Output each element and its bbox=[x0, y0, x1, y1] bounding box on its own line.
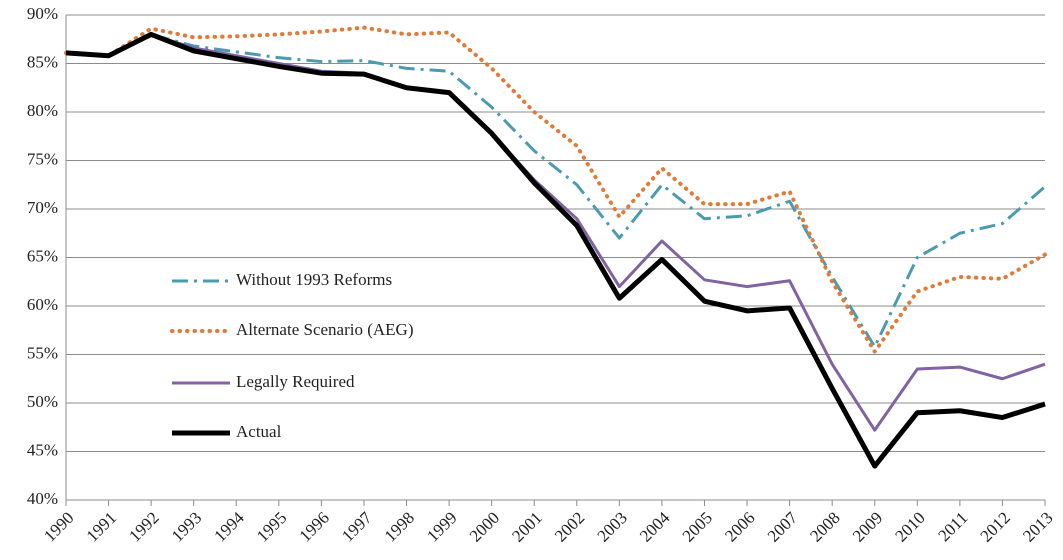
x-tick-label: 1996 bbox=[296, 508, 333, 545]
series-line bbox=[65, 32, 1046, 432]
x-tick-label: 1999 bbox=[423, 508, 460, 545]
y-tick-label: 55% bbox=[27, 343, 58, 362]
x-tick-label: 2006 bbox=[721, 508, 758, 545]
x-tick-label: 2010 bbox=[891, 508, 928, 545]
series-line bbox=[64, 25, 1047, 354]
y-tick-label: 75% bbox=[27, 149, 58, 168]
legend-label: Alternate Scenario (AEG) bbox=[236, 320, 413, 339]
y-tick-label: 45% bbox=[27, 440, 58, 459]
x-tick-label: 1993 bbox=[168, 508, 205, 545]
series-line bbox=[65, 32, 1046, 349]
x-tick-label: 2007 bbox=[764, 508, 802, 546]
x-tick-label: 1995 bbox=[253, 508, 290, 545]
y-tick-label: 70% bbox=[27, 198, 58, 217]
legend-label: Legally Required bbox=[236, 372, 355, 391]
y-tick-label: 50% bbox=[27, 392, 58, 411]
legend-label: Actual bbox=[236, 422, 282, 441]
legend-label: Without 1993 Reforms bbox=[236, 270, 392, 289]
x-tick-label: 2005 bbox=[679, 508, 716, 545]
x-tick-label: 2000 bbox=[466, 508, 503, 545]
x-tick-label: 1990 bbox=[40, 508, 77, 545]
y-tick-label: 85% bbox=[27, 52, 58, 71]
x-tick-label: 1998 bbox=[381, 508, 418, 545]
y-tick-label: 80% bbox=[27, 101, 58, 120]
series-line bbox=[65, 31, 1046, 469]
x-tick-label: 2004 bbox=[636, 508, 674, 546]
x-tick-label: 2011 bbox=[934, 508, 971, 545]
y-tick-label: 90% bbox=[27, 4, 58, 23]
x-tick-label: 1997 bbox=[338, 508, 376, 546]
y-tick-label: 40% bbox=[27, 489, 58, 508]
x-tick-label: 2001 bbox=[508, 508, 545, 545]
y-tick-label: 60% bbox=[27, 295, 58, 314]
x-tick-label: 2013 bbox=[1019, 508, 1056, 545]
x-tick-label: 2012 bbox=[977, 508, 1014, 545]
x-tick-label: 2003 bbox=[593, 508, 630, 545]
y-tick-label: 65% bbox=[27, 246, 58, 265]
x-tick-label: 2002 bbox=[551, 508, 588, 545]
x-tick-label: 1991 bbox=[83, 508, 120, 545]
x-tick-label: 2008 bbox=[806, 508, 843, 545]
x-tick-label: 1992 bbox=[125, 508, 162, 545]
x-tick-label: 1994 bbox=[210, 508, 248, 546]
x-tick-label: 2009 bbox=[849, 508, 886, 545]
